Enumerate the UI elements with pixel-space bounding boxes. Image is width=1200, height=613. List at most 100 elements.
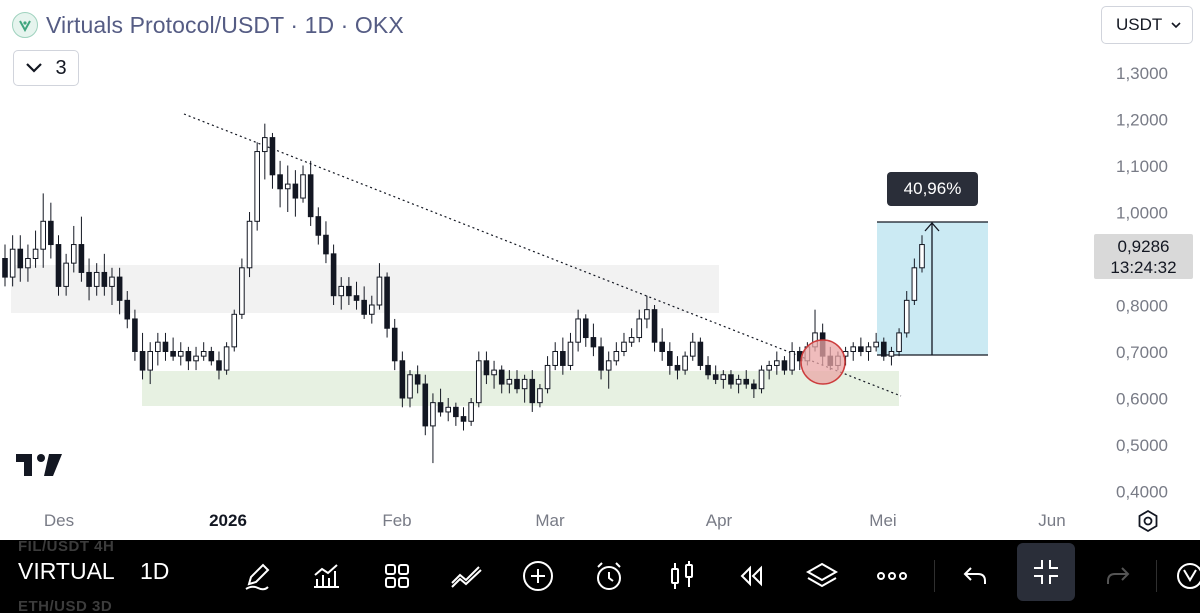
chart-area[interactable]: 1,30001,20001,10001,00000,90000,80000,70… [0,0,1200,540]
candle[interactable] [391,318,398,371]
candle[interactable] [346,277,352,305]
candle[interactable] [919,235,925,273]
pen-tool-icon[interactable] [235,554,279,598]
candle[interactable] [414,365,421,394]
candle[interactable] [858,337,864,357]
currency-select[interactable]: USDT [1101,6,1193,44]
candle[interactable] [323,221,329,264]
candle[interactable] [177,342,184,366]
candle[interactable] [223,342,230,375]
candle[interactable] [728,370,734,389]
candle[interactable] [567,332,574,371]
candle[interactable] [246,212,253,278]
replay-icon[interactable] [729,554,773,598]
candle[interactable] [185,346,192,371]
support-zone[interactable] [142,371,899,406]
trendline[interactable] [183,113,902,397]
symbol-button[interactable]: VIRTUAL [18,558,115,584]
candle[interactable] [55,235,62,296]
candle[interactable] [86,258,92,301]
indicators-toggle-button[interactable]: 3 [13,50,79,86]
layers-icon[interactable] [800,554,844,598]
candle[interactable] [621,332,627,357]
candle[interactable] [369,295,375,324]
plus-circle-icon[interactable] [516,554,560,598]
candle[interactable] [262,123,268,180]
candle[interactable] [491,360,497,389]
candle[interactable] [781,356,788,375]
candle[interactable] [529,370,536,412]
candle[interactable] [300,165,306,203]
symbol-title[interactable]: Virtuals Protocol/USDT · 1D · OKX [46,11,404,38]
candle[interactable] [651,305,658,352]
candle[interactable] [720,370,727,389]
candle[interactable] [475,351,482,408]
candle[interactable] [506,370,513,394]
candle[interactable] [361,286,367,319]
undo-icon[interactable] [953,554,997,598]
candle[interactable] [667,342,673,375]
candle[interactable] [903,291,910,338]
candle[interactable] [498,365,505,394]
candle[interactable] [292,170,299,217]
candle[interactable] [32,230,39,268]
candle[interactable] [147,342,153,385]
candle[interactable] [712,365,719,385]
candle[interactable] [109,267,115,305]
candle[interactable] [422,374,429,436]
candle[interactable] [468,398,474,426]
candle[interactable] [132,309,138,361]
candle[interactable] [170,337,176,361]
candle[interactable] [48,202,54,259]
candle[interactable] [445,398,452,422]
candle[interactable] [239,258,245,319]
candle[interactable] [521,374,528,403]
candles-icon[interactable] [660,554,704,598]
candle[interactable] [269,132,276,189]
candle[interactable] [216,351,222,380]
candle[interactable] [544,356,551,394]
candle[interactable] [208,346,215,366]
candle[interactable] [376,263,383,310]
candle[interactable] [514,370,520,394]
candle[interactable] [384,272,390,338]
candle[interactable] [124,291,131,329]
candle[interactable] [116,267,123,315]
chart-settings-icon[interactable] [1135,508,1161,534]
candle[interactable] [774,351,780,375]
candle[interactable] [880,337,887,361]
price-axis[interactable]: 1,30001,20001,10001,00000,90000,80000,70… [1116,64,1168,502]
trend-lines-icon[interactable] [445,554,489,598]
candle[interactable] [575,309,581,352]
candle[interactable] [659,328,665,361]
tradingview-logo-icon[interactable] [16,452,64,483]
candle[interactable] [315,207,322,245]
candle[interactable] [873,332,879,352]
candle[interactable] [560,337,566,375]
indicators-icon[interactable] [304,554,348,598]
candle[interactable] [705,356,711,380]
interval-button[interactable]: 1D [140,558,170,584]
candle[interactable] [865,342,872,361]
candle[interactable] [399,351,406,408]
candle[interactable] [353,281,360,310]
candle[interactable] [613,342,620,366]
candle[interactable] [689,332,696,361]
candle[interactable] [101,253,108,296]
more-icon[interactable] [870,554,914,598]
candle[interactable] [63,253,69,296]
candle[interactable] [682,351,688,375]
alarm-icon[interactable] [587,554,631,598]
time-axis[interactable]: Des 2026 Feb Mar Apr Mei Jun [44,511,1066,530]
candle[interactable] [582,314,589,347]
candle[interactable] [277,160,283,208]
candle[interactable] [231,309,238,352]
candle[interactable] [636,309,643,343]
candle[interactable] [552,342,559,371]
candle[interactable] [2,244,8,287]
candle[interactable] [735,374,742,394]
candle[interactable] [17,235,24,282]
candle[interactable] [9,235,16,287]
candle[interactable] [307,160,314,226]
candle[interactable] [338,277,345,310]
